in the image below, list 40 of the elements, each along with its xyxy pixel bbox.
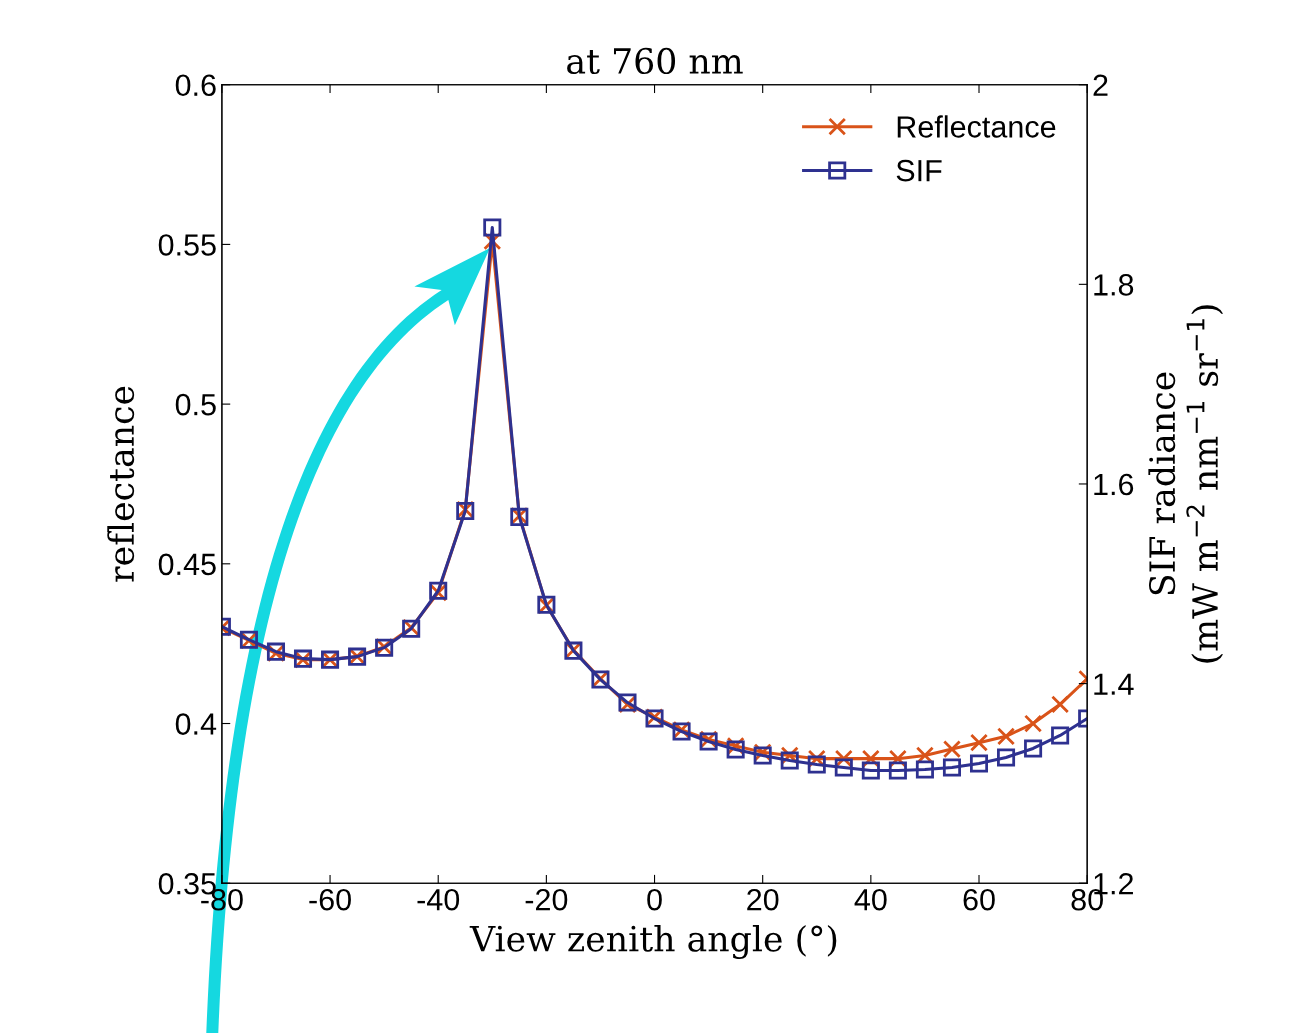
legend-label: Reflectance [897,115,1056,138]
x-tick-label: -40 [417,888,460,911]
point [1024,739,1043,758]
point [834,758,853,777]
point [915,760,934,779]
point [888,761,907,780]
x-tick-label: 40 [854,888,887,911]
x-tick-label: -60 [309,888,351,911]
chart-title: at 760 nm [567,47,743,75]
y2-axis-title: SIF radiance (mW m$^{−2}$ nm$^{−1}$ sr$^{−1}$) [1148,305,1224,663]
point [780,751,799,770]
point [942,758,961,777]
point [1051,695,1070,714]
y2-tick-label: 1.4 [1094,673,1134,695]
x-tick-label: 20 [747,888,779,911]
point [969,733,989,752]
point [483,218,502,237]
x-tick-label: -20 [525,888,568,911]
x-tick-label: 60 [963,888,995,911]
point [726,740,745,759]
y-tick-label: 0.45 [158,553,216,576]
x-tick-label: 0 [647,888,662,911]
point [942,740,961,759]
point [1051,726,1070,745]
legend-label: SIF [896,159,942,182]
y-tick-label: 0.6 [175,74,216,97]
y2-tick-label: 2 [1093,74,1108,96]
y2-tick-label: 1.8 [1094,274,1134,296]
point [861,761,880,780]
point [997,727,1016,746]
y-tick-label: 0.4 [175,713,217,735]
point [969,754,989,773]
y2-tick-label: 1.6 [1094,473,1134,496]
point [997,748,1016,767]
y-axis-title: reflectance [107,386,135,582]
x-axis-title: View zenith angle (°) [469,924,837,959]
point [807,755,826,774]
point [1024,714,1043,733]
y-tick-label: 0.55 [158,234,216,256]
y-tick-label: 0.5 [175,393,216,416]
